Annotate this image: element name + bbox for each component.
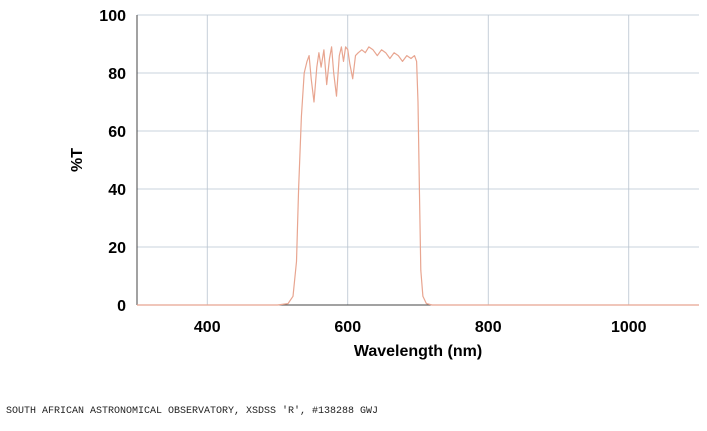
y-tick-label: 80	[108, 66, 126, 83]
tick-labels: 0 20 40 60 80 100 400 600 800 1000	[99, 8, 646, 336]
y-tick-label: 60	[108, 124, 126, 141]
y-tick-label: 40	[108, 182, 126, 199]
x-axis-label: Wavelength (nm)	[354, 343, 482, 360]
x-tick-label: 600	[334, 319, 361, 336]
y-tick-label: 0	[117, 298, 126, 315]
y-tick-label: 100	[99, 8, 126, 25]
series-layer	[137, 46, 699, 306]
footer-caption: SOUTH AFRICAN ASTRONOMICAL OBSERVATORY, …	[6, 406, 379, 417]
y-axis-label: %T	[69, 148, 86, 172]
series-line-0	[137, 46, 699, 306]
x-tick-label: 1000	[611, 319, 647, 336]
grid-lines	[137, 14, 699, 306]
axes	[136, 15, 699, 306]
x-tick-label: 400	[194, 319, 221, 336]
x-tick-label: 800	[475, 319, 502, 336]
y-tick-label: 20	[108, 240, 126, 257]
